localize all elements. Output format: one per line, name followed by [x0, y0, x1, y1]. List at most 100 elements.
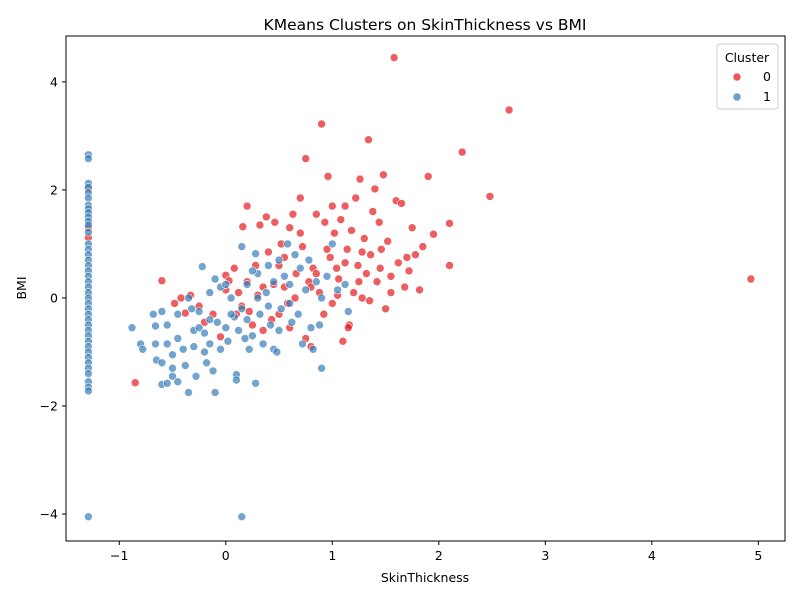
data-point-cluster-0: [397, 199, 406, 208]
x-axis-label: SkinThickness: [381, 570, 469, 585]
data-point-cluster-1: [237, 304, 247, 314]
data-point-cluster-0: [379, 170, 388, 180]
data-point-cluster-1: [272, 347, 282, 357]
data-point-cluster-0: [261, 212, 271, 222]
data-point-cluster-0: [323, 172, 333, 181]
data-point-cluster-0: [400, 282, 410, 292]
data-point-cluster-1: [210, 274, 220, 284]
data-point-cluster-0: [322, 245, 332, 254]
data-point-cluster-1: [181, 361, 190, 370]
data-point-cluster-1: [184, 388, 193, 397]
data-point-cluster-1: [200, 347, 209, 357]
x-tick-label: −1: [110, 548, 128, 563]
legend-label-1: 1: [763, 89, 771, 104]
data-point-cluster-0: [258, 326, 268, 335]
data-point-cluster-0: [404, 266, 414, 276]
data-point-cluster-0: [429, 229, 438, 239]
chart-title: KMeans Clusters on SkinThickness vs BMI: [264, 16, 587, 34]
data-point-cluster-1: [84, 227, 93, 237]
data-point-cluster-1: [210, 388, 220, 397]
data-point-cluster-0: [343, 323, 353, 333]
data-point-cluster-1: [248, 266, 257, 276]
data-point-cluster-1: [157, 307, 167, 316]
data-point-cluster-1: [340, 280, 350, 289]
data-point-cluster-0: [176, 293, 186, 303]
legend-frame: [716, 43, 779, 110]
data-point-cluster-1: [301, 285, 311, 295]
data-point-cluster-1: [84, 369, 93, 378]
data-point-cluster-1: [173, 309, 183, 319]
data-point-cluster-1: [194, 323, 204, 333]
data-point-cluster-1: [317, 293, 326, 303]
data-point-cluster-0: [230, 263, 239, 273]
data-point-cluster-0: [366, 250, 375, 259]
x-tick-label: 3: [541, 548, 549, 563]
data-point-cluster-1: [274, 255, 284, 265]
data-point-cluster-1: [295, 263, 305, 273]
data-point-cluster-1: [317, 363, 326, 373]
data-point-cluster-0: [423, 172, 433, 181]
data-point-cluster-1: [198, 262, 207, 271]
data-point-cluster-1: [311, 277, 321, 287]
data-point-cluster-0: [368, 207, 378, 216]
data-point-cluster-0: [325, 253, 335, 262]
data-point-cluster-1: [149, 309, 158, 319]
data-point-cluster-0: [130, 378, 140, 388]
data-point-cluster-0: [285, 223, 295, 232]
data-point-cluster-1: [242, 280, 252, 289]
data-point-cluster-1: [293, 309, 303, 319]
data-point-cluster-1: [173, 334, 183, 343]
y-axis: −4 −2 0 2 4: [40, 74, 66, 521]
data-point-cluster-0: [355, 174, 365, 184]
data-point-cluster-1: [226, 293, 236, 303]
data-point-cluster-1: [248, 331, 257, 341]
data-point-cluster-0: [157, 276, 167, 286]
data-point-cluster-1: [298, 339, 307, 349]
data-point-cluster-1: [253, 293, 263, 303]
data-point-cluster-1: [84, 386, 93, 396]
data-point-cluster-0: [386, 288, 396, 297]
data-point-cluster-0: [234, 288, 243, 297]
data-point-cluster-0: [504, 105, 514, 115]
x-axis: −1 0 1 2 3 4 5: [110, 541, 762, 563]
data-point-cluster-1: [194, 307, 204, 316]
data-point-cluster-0: [445, 219, 454, 228]
data-point-cluster-0: [295, 193, 305, 203]
data-point-cluster-1: [173, 377, 183, 387]
data-point-cluster-1: [290, 250, 300, 259]
data-point-cluster-1: [205, 339, 215, 349]
data-point-cluster-1: [287, 317, 297, 327]
data-point-cluster-1: [157, 358, 167, 368]
data-point-cluster-1: [168, 350, 177, 360]
data-point-cluster-1: [280, 271, 289, 281]
data-point-cluster-1: [200, 328, 209, 338]
legend-marker-1: [732, 92, 742, 102]
data-point-cluster-1: [178, 344, 188, 354]
data-point-cluster-1: [84, 220, 93, 230]
data-point-cluster-1: [269, 277, 279, 287]
data-point-cluster-0: [327, 201, 337, 211]
data-point-cluster-0: [386, 271, 396, 281]
data-point-cluster-1: [226, 309, 236, 319]
data-point-cluster-1: [343, 307, 353, 316]
data-point-cluster-1: [205, 288, 215, 297]
data-point-cluster-0: [357, 247, 367, 257]
data-point-cluster-0: [415, 285, 424, 295]
data-point-cluster-0: [264, 247, 273, 257]
data-point-cluster-1: [216, 344, 225, 354]
data-point-cluster-1: [184, 293, 193, 303]
legend: Cluster 0 1: [716, 43, 779, 110]
data-point-cluster-0: [347, 226, 356, 235]
data-point-cluster-1: [232, 375, 241, 385]
data-point-cluster-1: [261, 288, 271, 297]
data-point-cluster-0: [746, 274, 756, 284]
data-point-cluster-0: [365, 296, 374, 306]
legend-marker-0: [732, 72, 742, 82]
data-point-cluster-0: [332, 263, 341, 273]
data-point-cluster-0: [402, 253, 412, 262]
y-tick-label: 2: [50, 182, 58, 197]
data-point-cluster-0: [216, 332, 225, 342]
data-point-cluster-1: [285, 280, 295, 289]
data-point-cluster-0: [301, 154, 311, 163]
